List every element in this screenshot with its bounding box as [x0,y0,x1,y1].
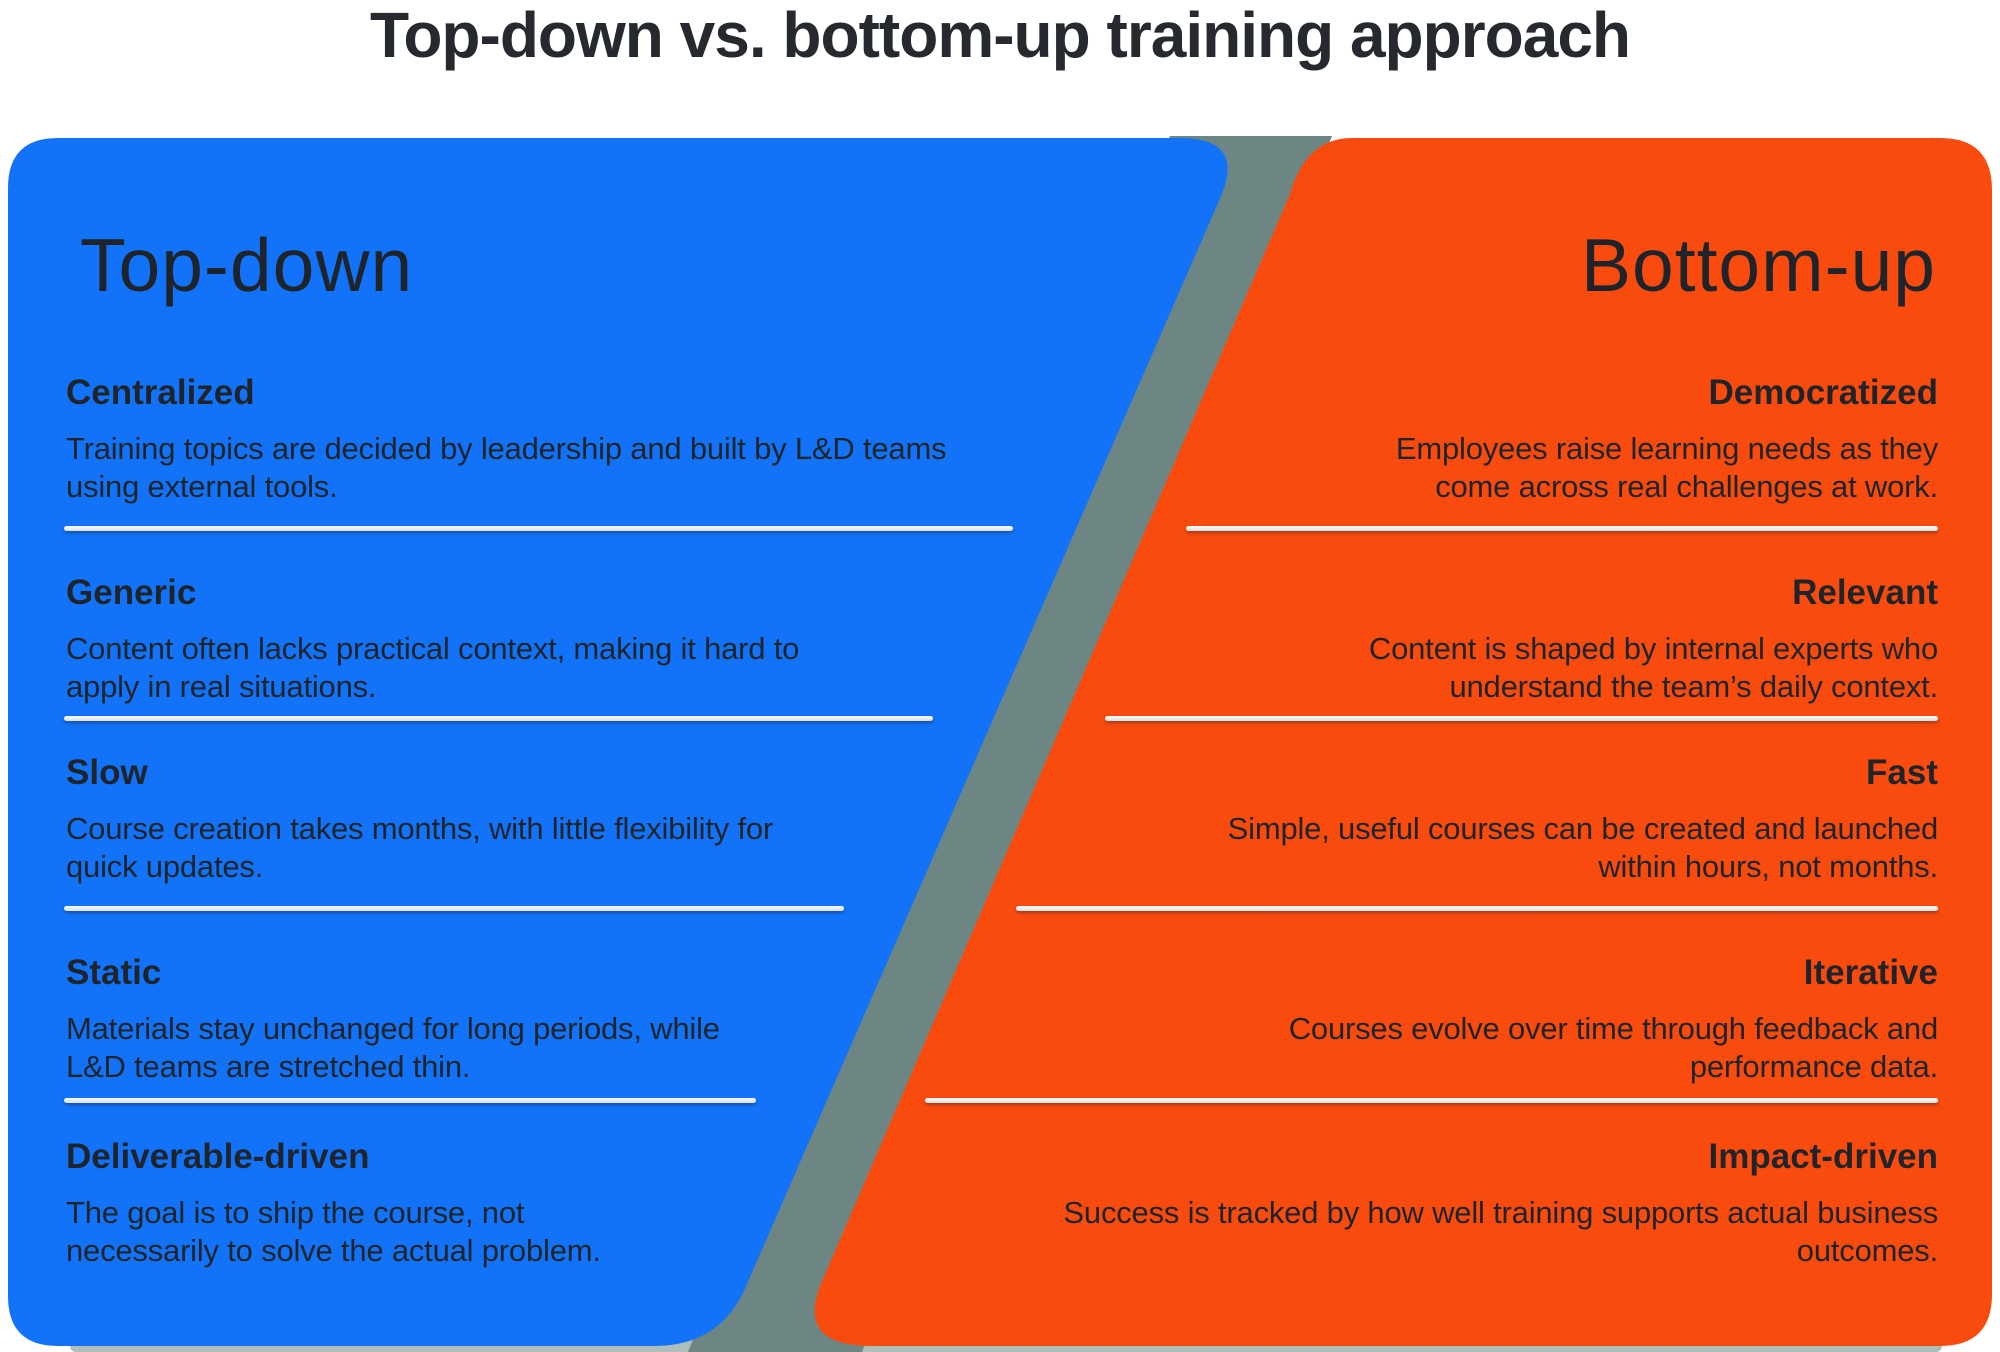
top-down-section-static: Static Materials stay unchanged for long… [66,952,1186,1086]
top-down-section-centralized: Centralized Training topics are decided … [66,372,1186,506]
divider [64,716,933,721]
top-down-title: Top-down [80,223,414,307]
section-body: Content is shaped by internal experts wh… [1368,631,1938,705]
section-heading: Impact-driven [1708,1137,1939,1176]
section-body: Training topics are decided by leadershi… [66,431,947,505]
section-heading: Fast [1866,753,1938,792]
divider [1105,716,1938,721]
section-heading: Centralized [66,373,255,412]
top-down-panel-shape [8,138,1228,1346]
section-heading: Iterative [1803,953,1938,992]
section-body: Content often lacks practical context, m… [66,631,800,705]
section-body: Success is tracked by how well training … [1063,1195,1938,1269]
divider [64,906,844,911]
top-down-section-deliverable-driven: Deliverable-driven The goal is to ship t… [66,1136,1186,1270]
section-body: Course creation takes months, with littl… [66,811,774,885]
page-title: Top-down vs. bottom-up training approach [369,0,1631,71]
bottom-up-section-democratized: Democratized Employees raise learning ne… [818,372,1938,506]
top-down-section-generic: Generic Content often lacks practical co… [66,572,1186,706]
section-heading: Deliverable-driven [66,1137,370,1176]
section-body: Courses evolve over time through feedbac… [1288,1011,1938,1085]
bottom-up-section-fast: Fast Simple, useful courses can be creat… [818,752,1939,886]
divider [64,1098,756,1103]
section-body: The goal is to ship the course, not nece… [66,1195,601,1269]
bottom-up-title: Bottom-up [1581,223,1936,307]
section-heading: Democratized [1708,373,1938,412]
section-heading: Static [66,953,162,992]
section-heading: Slow [66,753,148,792]
section-body: Employees raise learning needs as they c… [1395,431,1938,505]
bottom-up-section-impact-driven: Impact-driven Success is tracked by how … [818,1136,1938,1270]
section-heading: Relevant [1792,573,1938,612]
divider [1016,906,1938,911]
bottom-up-panel-shape [814,138,1992,1346]
divider [925,1098,1938,1103]
divider [1186,526,1938,531]
bottom-up-section-iterative: Iterative Courses evolve over time throu… [818,952,1938,1086]
top-down-section-slow: Slow Course creation takes months, with … [66,752,1186,886]
bottom-up-section-relevant: Relevant Content is shaped by internal e… [818,572,1938,706]
divider [64,526,1013,531]
section-body: Simple, useful courses can be created an… [1227,811,1939,885]
section-body: Materials stay unchanged for long period… [66,1011,720,1085]
section-heading: Generic [66,573,197,612]
